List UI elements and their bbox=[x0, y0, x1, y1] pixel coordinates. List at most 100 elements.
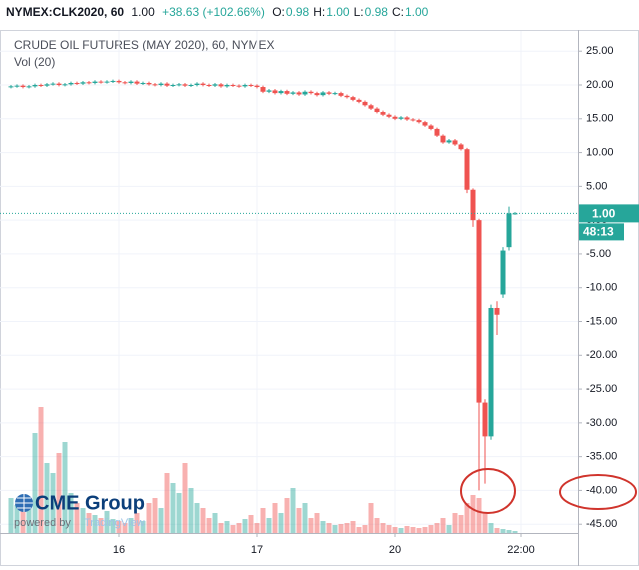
volume-bar bbox=[368, 503, 374, 533]
candle-body bbox=[224, 85, 230, 87]
candle-body bbox=[128, 81, 134, 83]
candle-body bbox=[206, 85, 212, 87]
volume-bar bbox=[314, 513, 320, 533]
volume-bar bbox=[230, 525, 236, 533]
volume-bar bbox=[122, 523, 128, 533]
y-tick-label: -15.00 bbox=[586, 315, 617, 327]
volume-bar bbox=[356, 527, 362, 533]
volume-bar bbox=[416, 528, 422, 533]
volume-bar bbox=[62, 442, 68, 533]
volume-bar bbox=[140, 521, 146, 533]
candle-body bbox=[38, 85, 44, 87]
candle-body bbox=[470, 189, 476, 221]
candle-body bbox=[212, 84, 218, 86]
logo-globe-lines bbox=[15, 494, 33, 512]
candle-body bbox=[242, 85, 248, 87]
candle-body bbox=[428, 125, 434, 129]
volume-bar bbox=[188, 488, 194, 533]
candle-body bbox=[332, 93, 338, 95]
y-tick-label: 20.00 bbox=[586, 79, 614, 91]
candle-body bbox=[362, 101, 368, 106]
candle-body bbox=[278, 91, 284, 94]
volume-bar bbox=[398, 528, 404, 533]
volume-bar bbox=[458, 515, 464, 533]
volume-bar bbox=[164, 473, 170, 533]
candle-body bbox=[458, 144, 464, 150]
candle-body bbox=[254, 85, 260, 88]
candle-body bbox=[356, 99, 362, 102]
volume-bar bbox=[32, 433, 38, 533]
candle-body bbox=[236, 85, 242, 87]
candle-body bbox=[122, 82, 128, 84]
candle-body bbox=[62, 84, 68, 86]
ohlc-value: 1.00 bbox=[404, 5, 429, 19]
y-tick-label: 25.00 bbox=[586, 45, 614, 57]
candle-body bbox=[314, 93, 320, 96]
candle-body bbox=[434, 128, 440, 136]
volume-bar bbox=[272, 503, 278, 533]
volume-bar bbox=[404, 526, 410, 533]
candle-body bbox=[92, 81, 98, 83]
candle-body bbox=[302, 91, 308, 95]
volume-bar bbox=[410, 527, 416, 533]
x-tick-label: 20 bbox=[389, 544, 401, 556]
logo-powered-by: powered by bbox=[14, 517, 71, 529]
countdown-box bbox=[579, 223, 624, 241]
annotation-circle bbox=[559, 474, 637, 510]
volume-bar bbox=[248, 515, 254, 533]
candle-body bbox=[248, 85, 254, 87]
candle-body bbox=[98, 81, 104, 83]
volume-bar bbox=[350, 521, 356, 533]
volume-bar bbox=[320, 521, 326, 533]
candle-body bbox=[32, 85, 38, 87]
price-label: 1.00 bbox=[592, 207, 616, 221]
volume-bar bbox=[374, 518, 380, 533]
y-tick-label: -40.00 bbox=[586, 484, 617, 496]
volume-bar bbox=[74, 503, 80, 533]
y-tick-label: 10.00 bbox=[586, 146, 614, 158]
candle-body bbox=[320, 92, 326, 96]
volume-bar bbox=[182, 463, 188, 533]
candle-body bbox=[164, 83, 170, 86]
volume-bar bbox=[278, 513, 284, 533]
candle-body bbox=[422, 122, 428, 126]
volume-bar bbox=[92, 515, 98, 533]
y-tick-label: -10.00 bbox=[586, 282, 617, 294]
volume-bar bbox=[194, 503, 200, 533]
ohlc-key: L: bbox=[353, 5, 364, 19]
volume-bar bbox=[290, 488, 296, 533]
y-tick-label: -5.00 bbox=[586, 248, 611, 260]
volume-bar bbox=[158, 508, 164, 533]
candle-body bbox=[50, 83, 56, 85]
volume-bar bbox=[176, 493, 182, 533]
candle-body bbox=[272, 90, 278, 94]
candle-body bbox=[146, 82, 152, 85]
candle-body bbox=[368, 105, 374, 109]
y-tick-label: -45.00 bbox=[586, 518, 617, 530]
candle-body bbox=[416, 120, 422, 123]
candle-body bbox=[230, 85, 236, 87]
candle-body bbox=[8, 86, 14, 88]
candle-body bbox=[440, 135, 446, 143]
candle-body bbox=[482, 402, 488, 437]
candle-body bbox=[374, 108, 380, 113]
candle-body bbox=[404, 117, 410, 120]
price-label-box bbox=[579, 204, 639, 223]
volume-bar bbox=[170, 483, 176, 533]
y-tick-label: -25.00 bbox=[586, 383, 617, 395]
volume-bar bbox=[494, 528, 500, 533]
candle-body bbox=[170, 85, 176, 87]
volume-bar bbox=[266, 518, 272, 533]
candle-body bbox=[266, 90, 272, 92]
candle-body bbox=[200, 83, 206, 86]
ohlc-key: C: bbox=[391, 5, 404, 19]
y-tick-label: -30.00 bbox=[586, 417, 617, 429]
frame bbox=[0, 30, 639, 566]
volume-bar bbox=[146, 503, 152, 533]
ohlc-value: 0.98 bbox=[364, 5, 388, 19]
volume-bar bbox=[152, 498, 158, 533]
x-tick-label: 16 bbox=[113, 544, 125, 556]
countdown: 48:13 bbox=[583, 225, 614, 239]
volume-bar bbox=[470, 495, 476, 533]
